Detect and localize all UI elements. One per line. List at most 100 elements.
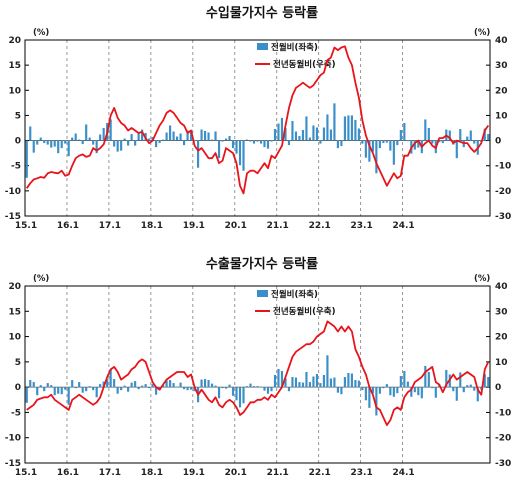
- right-tick-label: 0: [495, 137, 501, 147]
- bar: [224, 138, 228, 141]
- bar: [413, 387, 416, 393]
- bar: [134, 140, 137, 146]
- bar: [176, 386, 179, 388]
- plot-frame: [24, 39, 491, 217]
- bar: [361, 140, 364, 144]
- bar: [182, 140, 186, 146]
- bar: [329, 378, 333, 388]
- bar: [406, 140, 409, 142]
- bar: [172, 131, 175, 141]
- bar: [333, 377, 336, 388]
- bar: [399, 130, 402, 141]
- bar: [210, 139, 214, 141]
- bar: [120, 387, 123, 391]
- bar: [81, 140, 84, 145]
- right-tick-label: 10: [495, 358, 508, 368]
- bar: [378, 140, 381, 149]
- bar: [294, 131, 298, 141]
- bar: [280, 117, 284, 141]
- bar: [385, 140, 388, 143]
- bar: [375, 387, 378, 416]
- bar: [350, 373, 353, 388]
- right-tick-label: -10: [495, 162, 511, 172]
- left-tick-label: -10: [5, 187, 21, 197]
- bar: [113, 140, 116, 147]
- bar: [301, 130, 305, 141]
- right-tick-label: 10: [495, 111, 508, 121]
- bar: [53, 387, 56, 396]
- bar: [71, 380, 74, 388]
- bar: [480, 387, 483, 390]
- bar: [473, 387, 476, 391]
- bar: [169, 380, 172, 388]
- bar: [137, 387, 140, 390]
- bar: [78, 139, 81, 141]
- bar: [333, 103, 336, 141]
- bar: [137, 133, 140, 141]
- left-tick-label: 10: [8, 86, 21, 96]
- bar: [277, 123, 280, 141]
- bar: [74, 387, 77, 389]
- chart-title: 수입물가지수 등락률: [206, 6, 318, 21]
- bar: [396, 140, 399, 146]
- bar: [466, 136, 469, 141]
- bar: [340, 387, 343, 395]
- bar: [312, 125, 315, 141]
- bar: [343, 377, 346, 388]
- bar: [263, 140, 266, 148]
- bar: [50, 385, 53, 388]
- bar: [249, 140, 252, 142]
- bar: [95, 140, 98, 154]
- bar: [106, 379, 109, 388]
- legend-line-label: 전년동월비(우축): [273, 306, 336, 317]
- bar: [151, 384, 154, 388]
- bar: [329, 129, 333, 141]
- right-tick-label: 30: [495, 61, 508, 71]
- bar: [228, 384, 231, 388]
- bar: [364, 140, 367, 158]
- bar: [116, 387, 119, 394]
- bar: [113, 379, 116, 388]
- x-tick-label: 16.1: [57, 468, 79, 478]
- bar: [487, 377, 490, 388]
- bar: [25, 387, 28, 403]
- bar: [389, 387, 392, 396]
- bar: [39, 137, 42, 141]
- bar: [85, 387, 88, 392]
- left-tick-label: 20: [8, 36, 21, 46]
- bar: [315, 127, 319, 141]
- bar: [424, 119, 427, 141]
- bar: [88, 137, 91, 141]
- bar: [371, 387, 374, 394]
- x-tick-label: 23.1: [351, 468, 373, 478]
- left-tick-label: -15: [5, 459, 21, 469]
- bar: [305, 116, 308, 141]
- bar: [158, 140, 161, 144]
- bar: [179, 133, 182, 141]
- bar: [85, 124, 88, 141]
- bar: [459, 129, 462, 141]
- bar: [483, 128, 486, 141]
- x-tick-label: 20.1: [225, 221, 247, 231]
- bar: [224, 387, 228, 389]
- bar: [109, 119, 112, 141]
- bar: [130, 134, 133, 141]
- bar: [392, 140, 395, 165]
- right-unit-label: (%): [474, 274, 490, 284]
- x-tick-label: 18.1: [141, 468, 163, 478]
- x-tick-label: 19.1: [183, 468, 205, 478]
- x-tick-label: 22.1: [309, 221, 331, 231]
- bar: [298, 136, 301, 141]
- bar: [431, 387, 434, 389]
- x-tick-label: 15.1: [15, 468, 37, 478]
- bar: [469, 384, 472, 388]
- left-tick-label: -5: [11, 162, 21, 172]
- bar: [277, 368, 280, 388]
- bar: [102, 381, 105, 388]
- bar: [193, 140, 196, 142]
- bar: [382, 387, 385, 389]
- bar: [238, 140, 242, 166]
- bar: [452, 387, 455, 392]
- bar: [455, 140, 458, 159]
- bar: [396, 387, 399, 394]
